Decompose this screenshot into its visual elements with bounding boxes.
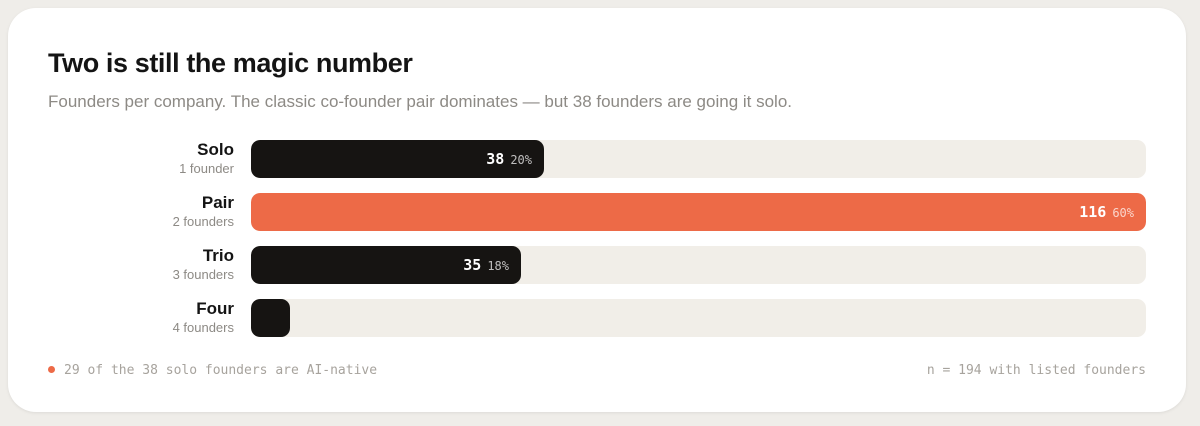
category-name: Pair bbox=[201, 193, 234, 212]
bar-track: 116 60% bbox=[251, 193, 1146, 231]
bar-value-label: 35 bbox=[463, 256, 482, 274]
category-label-trio: Trio 3 founders bbox=[48, 246, 234, 283]
chart-subtitle: Founders per company. The classic co-fou… bbox=[48, 92, 792, 111]
category-name: Trio bbox=[202, 246, 234, 265]
bar-data-label: 116 60% bbox=[1079, 193, 1134, 231]
category-label-solo: Solo 1 founder bbox=[48, 140, 234, 177]
bar-trio: 35 18% bbox=[251, 246, 521, 284]
footnote-text: 29 of the 38 solo founders are AI-native bbox=[64, 363, 378, 378]
bar-percent-label: 20% bbox=[510, 153, 532, 167]
chart-title: Two is still the magic number bbox=[48, 48, 413, 78]
bar-row-solo: Solo 1 founder 38 20% bbox=[8, 140, 1186, 178]
sample-size-note: n = 194 with listed founders bbox=[926, 363, 1146, 378]
chart-footer: 29 of the 38 solo founders are AI-native… bbox=[48, 363, 1146, 381]
category-label-four: Four 4 founders bbox=[48, 299, 234, 336]
bar-four bbox=[251, 299, 290, 337]
footnote: 29 of the 38 solo founders are AI-native bbox=[48, 363, 377, 378]
category-sublabel: 4 founders bbox=[172, 320, 234, 335]
category-name: Solo bbox=[197, 140, 234, 159]
bar-row-four: Four 4 founders bbox=[8, 299, 1186, 337]
category-label-pair: Pair 2 founders bbox=[48, 193, 234, 230]
category-name: Four bbox=[196, 299, 234, 318]
bar-value-label: 116 bbox=[1079, 203, 1107, 221]
bar-data-label: 38 20% bbox=[486, 140, 532, 178]
accent-dot-icon bbox=[48, 366, 55, 373]
bar-data-label: 35 18% bbox=[463, 246, 509, 284]
bar-value-label: 38 bbox=[486, 150, 505, 168]
bar-solo: 38 20% bbox=[251, 140, 544, 178]
bar-row-trio: Trio 3 founders 35 18% bbox=[8, 246, 1186, 284]
chart-card: Two is still the magic number Founders p… bbox=[8, 8, 1186, 412]
category-sublabel: 2 founders bbox=[172, 214, 234, 229]
category-sublabel: 3 founders bbox=[172, 267, 234, 282]
bar-percent-label: 18% bbox=[487, 259, 509, 273]
bar-percent-label: 60% bbox=[1112, 206, 1134, 220]
bar-row-pair: Pair 2 founders 116 60% bbox=[8, 193, 1186, 231]
category-sublabel: 1 founder bbox=[179, 161, 234, 176]
bar-track bbox=[251, 299, 1146, 337]
bar-track: 35 18% bbox=[251, 246, 1146, 284]
bar-track: 38 20% bbox=[251, 140, 1146, 178]
bar-pair: 116 60% bbox=[251, 193, 1146, 231]
